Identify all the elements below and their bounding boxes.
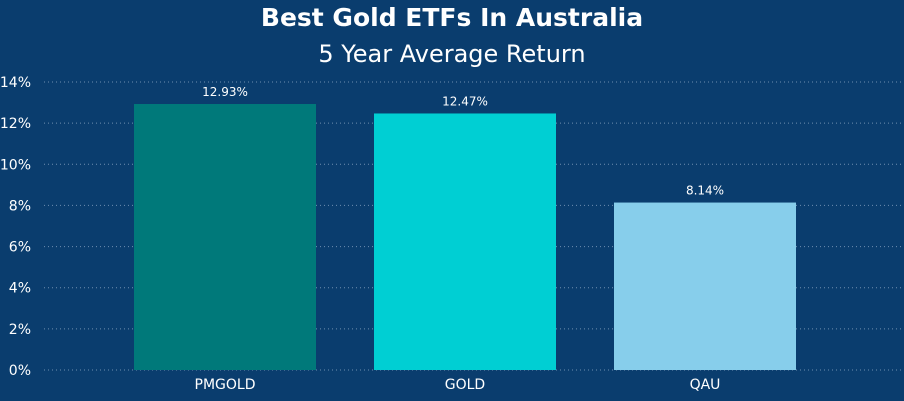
bar-gold[interactable] (374, 113, 556, 370)
x-tick-label: QAU (690, 377, 721, 393)
bar-qau[interactable] (614, 202, 796, 370)
y-tick-label: 0% (9, 363, 31, 379)
y-tick-label: 2% (9, 322, 31, 338)
x-tick-label: GOLD (445, 377, 485, 393)
y-tick-label: 4% (9, 281, 31, 297)
bars (134, 104, 796, 371)
data-labels: 12.93% 12.47% 8.14% (202, 85, 724, 198)
data-label: 12.93% (202, 85, 248, 99)
x-axis: PMGOLD GOLD QAU (195, 377, 721, 393)
x-tick-label: PMGOLD (195, 377, 256, 393)
chart-subtitle: 5 Year Average Return (318, 40, 586, 68)
data-label: 12.47% (442, 94, 488, 108)
bar-pmgold[interactable] (134, 104, 316, 371)
y-tick-label: 6% (9, 240, 31, 256)
y-tick-label: 12% (0, 116, 31, 132)
chart-title: Best Gold ETFs In Australia (260, 3, 644, 32)
data-label: 8.14% (686, 184, 724, 198)
y-tick-label: 14% (0, 75, 31, 91)
y-tick-label: 8% (9, 198, 31, 214)
y-tick-label: 10% (0, 157, 31, 173)
y-axis: 0% 2% 4% 6% 8% 10% 12% 14% (0, 75, 31, 379)
